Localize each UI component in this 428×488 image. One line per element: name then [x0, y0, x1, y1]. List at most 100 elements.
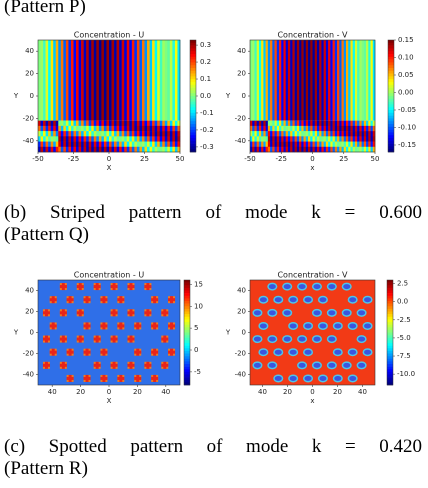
heatmap-cell — [337, 125, 340, 132]
colorbar-cell — [184, 322, 190, 325]
heatmap-cell — [368, 136, 371, 142]
heatmap-cell — [258, 131, 262, 137]
heatmap-cell — [265, 120, 269, 127]
colorbar-cell — [387, 345, 393, 349]
heatmap-cell — [316, 141, 320, 148]
heatmap-cell — [174, 136, 178, 142]
heatmap-cell — [174, 131, 178, 137]
heatmap-cell — [154, 141, 158, 148]
x-tick-label: 25 — [339, 155, 348, 163]
heatmap-cell — [55, 131, 59, 137]
plot-title: Concentration - V — [277, 271, 348, 280]
heatmap-cell — [303, 146, 307, 153]
heatmap-cell — [354, 120, 358, 127]
x-tick-label: 50 — [371, 155, 380, 163]
heatmap-cell — [55, 125, 59, 132]
heatmap-cell — [139, 40, 143, 121]
y-tick-label: 40 — [25, 287, 34, 295]
heatmap-cell — [73, 120, 77, 127]
heatmap-cell — [55, 146, 59, 153]
heatmap-cell — [310, 120, 313, 127]
heatmap-cell — [167, 40, 171, 121]
heatmap-cell — [167, 120, 171, 127]
heatmap-cell — [359, 136, 362, 142]
heatmap-cell — [152, 125, 155, 132]
colorbar-tick-label: 10 — [194, 302, 203, 310]
heatmap-cell — [372, 131, 376, 137]
heatmap-cell — [55, 120, 59, 127]
heatmap-cell — [81, 146, 84, 153]
heatmap-cell — [354, 125, 358, 132]
heatmap-cell — [91, 136, 95, 142]
heatmap-cell — [124, 120, 128, 127]
heatmap-cell — [323, 131, 327, 137]
heatmap-cell — [111, 120, 115, 127]
colorbar-tick-label: -0.15 — [398, 141, 416, 149]
heatmap-cell — [299, 120, 302, 127]
heatmap-cell — [276, 136, 280, 142]
heatmap-cell — [345, 146, 349, 153]
heatmap-cell — [134, 141, 138, 148]
heatmap-cell — [177, 146, 181, 153]
heatmap-cell — [103, 125, 107, 132]
heatmap-spot — [274, 375, 282, 381]
heatmap-cell — [341, 136, 345, 142]
y-label: Y — [225, 92, 231, 100]
colorbar-cell — [184, 337, 190, 341]
colorbar-cell — [184, 280, 190, 283]
heatmap-cell — [274, 40, 278, 121]
heatmap-cell — [53, 40, 57, 121]
heatmap-cell — [267, 125, 271, 132]
heatmap-cell — [126, 125, 130, 132]
heatmap-cell — [261, 125, 264, 132]
heatmap-cell — [368, 40, 371, 121]
heatmap-cell — [328, 40, 331, 121]
colorbar-cell — [190, 143, 196, 147]
heatmap-spot — [289, 375, 297, 381]
heatmap-cell — [50, 40, 54, 121]
heatmap-cell — [370, 120, 374, 127]
heatmap-cell — [88, 146, 92, 153]
colorbar-cell — [388, 90, 394, 94]
heatmap-cell — [83, 141, 87, 148]
colorbar-tick-label: -0.10 — [398, 124, 416, 132]
heatmap-cell — [144, 146, 148, 153]
heatmap-cell — [285, 146, 289, 153]
colorbar-cell — [388, 118, 394, 122]
heatmap-cell — [136, 141, 140, 148]
heatmap-spot — [161, 337, 169, 341]
heatmap-cell — [116, 40, 120, 121]
heatmap-spot — [83, 350, 91, 354]
heatmap-cell — [70, 125, 74, 132]
heatmap-spot — [93, 337, 101, 341]
heatmap-cell — [261, 120, 264, 127]
heatmap-spot — [168, 324, 176, 328]
x-tick-label: 0 — [310, 388, 314, 396]
heatmap-cell — [129, 136, 133, 142]
heatmap-cell — [103, 136, 107, 142]
heatmap-spot — [313, 362, 321, 368]
heatmap-spot — [304, 323, 312, 329]
heatmap-cell — [328, 120, 331, 127]
heatmap-cell — [319, 146, 322, 153]
heatmap-cell — [305, 141, 309, 148]
heatmap-cell — [45, 136, 49, 142]
y-tick-label: 40 — [237, 47, 246, 55]
heatmap-cell — [152, 141, 155, 148]
heatmap-cell — [149, 125, 153, 132]
heatmap-cell — [73, 136, 77, 142]
heatmap-cell — [131, 141, 135, 148]
x-tick-label: 50 — [176, 155, 185, 163]
heatmap-cell — [65, 40, 69, 121]
colorbar-cell — [387, 353, 393, 357]
x-tick-label: 40 — [258, 388, 267, 396]
heatmap-cell — [164, 120, 168, 127]
heatmap-cell — [65, 146, 69, 153]
heatmap-cell — [38, 131, 41, 137]
heatmap-cell — [159, 40, 163, 121]
heatmap-cell — [50, 120, 54, 127]
heatmap-spot — [343, 310, 351, 316]
y-label: Y — [13, 92, 19, 100]
heatmap-cell — [310, 146, 313, 153]
heatmap-spot — [268, 284, 276, 290]
